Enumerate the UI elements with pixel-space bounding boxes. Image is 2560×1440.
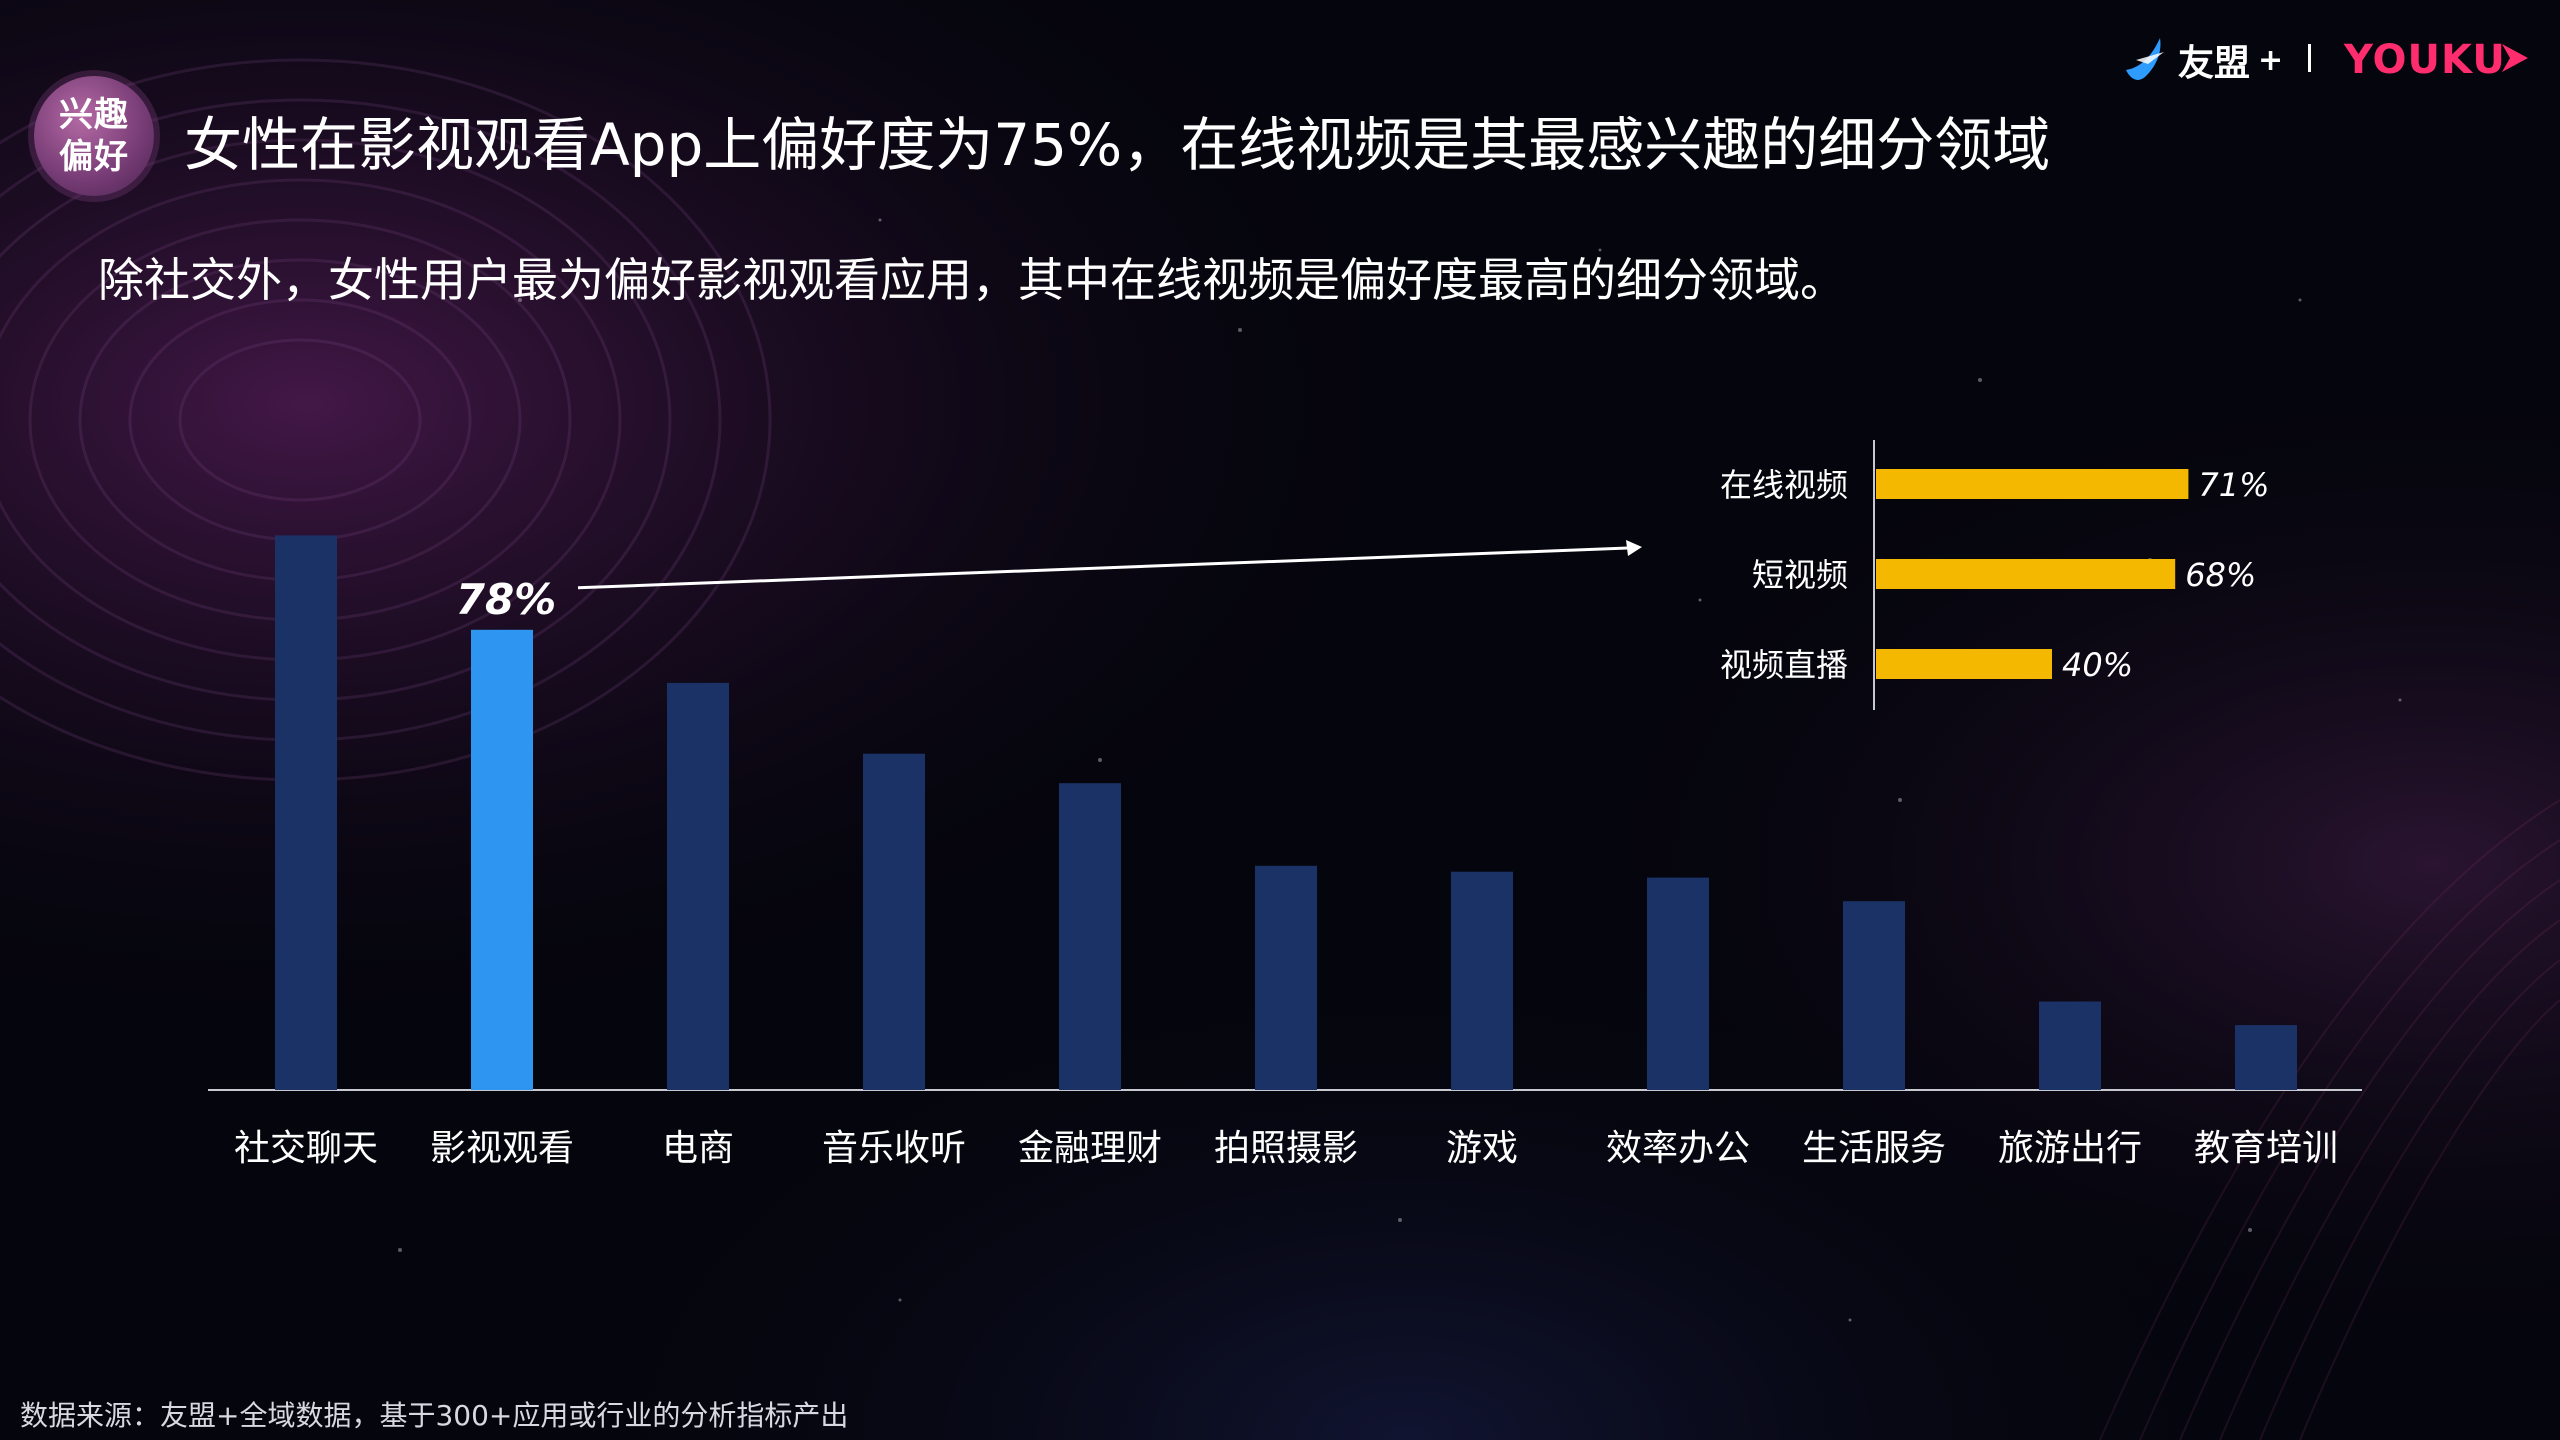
x-tick-label-8: 生活服务 xyxy=(1802,1128,1946,1169)
bar-7 xyxy=(1647,877,1709,1090)
sub-data-label-2: 40% xyxy=(2062,646,2133,684)
bar-9 xyxy=(2039,1001,2101,1090)
sub-data-label-0: 71% xyxy=(2198,466,2269,504)
badge-line-1: 兴趣 xyxy=(59,95,129,135)
bar-5 xyxy=(1255,865,1317,1090)
bar-8 xyxy=(1843,901,1905,1090)
bar-1 xyxy=(471,629,533,1090)
bar-3 xyxy=(863,753,925,1090)
callout-arrow-line xyxy=(577,546,1629,590)
page-subtitle: 除社交外，女性用户最为偏好影视观看应用，其中在线视频是偏好度最高的细分领域。 xyxy=(98,253,1846,307)
bar-4 xyxy=(1059,783,1121,1090)
sub-bar-1 xyxy=(1876,559,2176,589)
callout-arrow-head xyxy=(1626,540,1642,556)
x-tick-label-4: 金融理财 xyxy=(1018,1128,1162,1169)
x-tick-label-10: 教育培训 xyxy=(2194,1128,2338,1169)
x-tick-label-7: 效率办公 xyxy=(1606,1128,1750,1169)
x-tick-label-9: 旅游出行 xyxy=(1998,1128,2142,1169)
bar-2 xyxy=(667,682,729,1090)
wave-decoration xyxy=(2099,799,2560,1440)
x-tick-label-5: 拍照摄影 xyxy=(1214,1128,1358,1169)
umeng-logo-text: 友盟 xyxy=(2178,43,2251,84)
topic-badge: 兴趣 偏好 xyxy=(34,76,154,196)
sub-tick-label-2: 视频直播 xyxy=(1720,646,1848,684)
youku-play-icon xyxy=(2502,44,2528,72)
sub-tick-label-1: 短视频 xyxy=(1752,556,1848,594)
data-label-1: 78% xyxy=(456,575,557,624)
sub-tick-label-0: 在线视频 xyxy=(1720,466,1848,504)
data-source-note: 数据来源：友盟+全域数据，基于300+应用或行业的分析指标产出 xyxy=(20,1399,849,1432)
page-title: 女性在影视观看App上偏好度为75%，在线视频是其最感兴趣的细分领域 xyxy=(184,111,2051,179)
x-tick-label-0: 社交聊天 xyxy=(234,1128,378,1169)
bar-6 xyxy=(1451,871,1513,1090)
bar-0 xyxy=(275,535,337,1090)
x-tick-label-3: 音乐收听 xyxy=(822,1128,966,1169)
umeng-logo: 友盟 + xyxy=(2178,30,2283,90)
x-tick-label-2: 电商 xyxy=(662,1128,734,1169)
x-tick-label-6: 游戏 xyxy=(1446,1128,1518,1169)
umeng-logo-plus: + xyxy=(2258,42,2284,78)
youku-logo: YOUKU xyxy=(2344,30,2506,90)
brand-divider xyxy=(2308,44,2311,72)
sub-bar-0 xyxy=(1876,469,2189,499)
sub-data-label-1: 68% xyxy=(2185,556,2256,594)
badge-line-2: 偏好 xyxy=(59,137,129,177)
x-tick-label-1: 影视观看 xyxy=(430,1128,574,1169)
sub-bar-2 xyxy=(1876,649,2052,679)
bar-10 xyxy=(2235,1025,2297,1090)
umeng-logo-icon xyxy=(2126,38,2164,80)
youku-logo-text: YOUKU xyxy=(2344,37,2506,83)
